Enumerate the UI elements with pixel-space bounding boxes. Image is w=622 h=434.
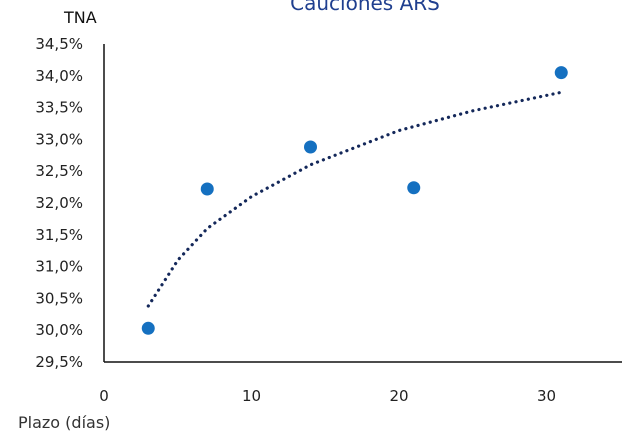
- y-tick-label: 34,5%: [35, 35, 83, 53]
- y-tick-label: 31,5%: [35, 226, 83, 244]
- x-axis-title: Plazo (días): [18, 413, 110, 432]
- x-tick-label: 20: [389, 387, 408, 405]
- data-point: [407, 181, 421, 195]
- x-tick-label: 30: [537, 387, 556, 405]
- data-point: [304, 140, 317, 154]
- trendline: [146, 90, 563, 308]
- x-tick-label: 0: [99, 387, 109, 405]
- chart-title: Cauciones ARS: [290, 0, 440, 15]
- data-point: [141, 321, 155, 335]
- y-tick-label: 30,5%: [35, 289, 83, 307]
- y-tick-label: 30,0%: [35, 321, 83, 339]
- y-tick-label: 32,5%: [35, 162, 83, 180]
- y-tick-label: 33,0%: [35, 130, 83, 148]
- y-tick-label: 34,0%: [35, 67, 83, 85]
- x-tick-labels: 0 10 20 30: [99, 387, 556, 405]
- data-points: [141, 66, 568, 335]
- y-tick-label: 29,5%: [35, 353, 83, 371]
- y-tick-label: 31,0%: [35, 258, 83, 276]
- data-point: [554, 66, 568, 80]
- x-tick-label: 10: [242, 387, 261, 405]
- y-tick-label: 33,5%: [35, 99, 83, 117]
- y-tick-labels: 29,5% 30,0% 30,5% 31,0% 31,5% 32,0% 32,5% 33,0%…: [35, 35, 83, 371]
- data-point: [200, 182, 214, 196]
- y-axis-title: TNA: [63, 8, 97, 27]
- y-tick-label: 32,0%: [35, 194, 83, 212]
- trendline-group: [146, 90, 563, 308]
